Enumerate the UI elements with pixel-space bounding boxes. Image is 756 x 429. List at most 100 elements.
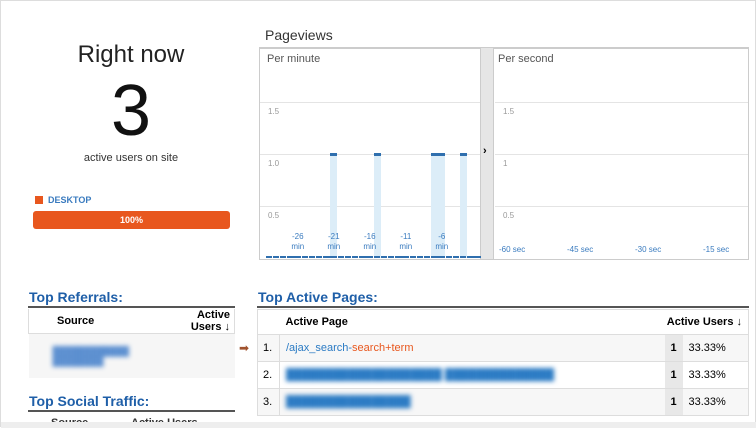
pageviews-chart (259, 47, 749, 260)
pageview-baseline-mark (452, 256, 460, 258)
pageview-baseline-mark (467, 256, 474, 258)
pageview-baseline-mark (265, 256, 272, 258)
chart-expand-handle[interactable] (480, 48, 494, 259)
per-second-ytick: 1 (503, 159, 508, 168)
pageview-bar-cap (330, 153, 338, 156)
pageview-baseline-mark (409, 256, 416, 258)
per-second-gridline (495, 102, 748, 103)
top-social-title: Top Social Traffic: (29, 393, 150, 409)
pageview-baseline-mark (366, 256, 373, 258)
device-percent-bar: 100% (33, 211, 230, 229)
active-page-header[interactable]: Active Page (285, 316, 348, 328)
per-second-gridline (495, 154, 748, 155)
users-percent: 33.33% (688, 396, 726, 408)
pageview-baseline-mark (380, 256, 388, 258)
top-pages-title: Top Active Pages: (258, 289, 378, 305)
per-minute-xtick: -16 min (358, 232, 382, 252)
pageview-baseline-mark (431, 256, 438, 258)
xtick-value: -21 (328, 232, 340, 241)
pageview-baseline-mark (308, 256, 316, 258)
page-path[interactable]: /ajax_search- (286, 342, 353, 354)
pageview-baseline-mark (416, 256, 424, 258)
active-users-header[interactable]: Active Users ↓ (190, 309, 230, 333)
pageview-baseline-mark (279, 256, 287, 258)
active-page-link[interactable]: /ajax_search-search+term (280, 335, 665, 362)
arrow-right-icon: ➡ (239, 341, 250, 355)
per-minute-gridline (260, 102, 480, 103)
per-second-ytick: 0.5 (503, 211, 515, 220)
pageview-baseline-mark (359, 256, 366, 258)
top-referrals-title: Top Referrals: (29, 289, 123, 305)
per-second-xtick: -60 sec (499, 245, 526, 254)
table-row: 2. ████████████████████ ██████████████ 1… (257, 361, 749, 389)
pageview-baseline-mark (351, 256, 359, 258)
per-minute-title: Per minute (267, 53, 321, 65)
pageview-baseline-mark (387, 256, 395, 258)
per-second-title: Per second (498, 53, 554, 65)
xtick-unit: min (435, 242, 449, 251)
active-users-count: 3 (110, 71, 152, 151)
page-search-term[interactable]: search+term (352, 342, 414, 354)
page-path[interactable]: ████████████████████ ██████████████ (286, 369, 555, 381)
per-minute-gridline (260, 154, 480, 155)
per-second-gridline (495, 206, 748, 207)
device-label: DESKTOP (48, 195, 92, 205)
pageview-bar-cap (459, 153, 467, 156)
pageview-baseline-mark (330, 256, 337, 258)
per-minute-ytick: 0.5 (268, 211, 280, 220)
xtick-unit: min (399, 242, 413, 251)
pageview-baseline-mark (323, 256, 330, 258)
row-number: 3. (257, 388, 280, 416)
pageview-bar (431, 154, 439, 258)
source-header[interactable]: Source (57, 315, 95, 327)
pageview-baseline-mark (272, 256, 280, 258)
page-path[interactable]: ████████████████ (286, 396, 411, 408)
pageview-bar-cap (431, 153, 439, 156)
pageview-baseline-mark (395, 256, 402, 258)
xtick-value: -16 (364, 232, 376, 241)
xtick-unit: min (363, 242, 377, 251)
per-minute-ytick: 1.0 (268, 159, 280, 168)
legend-swatch-icon (35, 196, 43, 204)
users-count: 1 (664, 388, 683, 416)
referral-source[interactable]: ████████████ ████████ (52, 345, 130, 366)
pageview-baseline-mark (301, 256, 308, 258)
pageview-baseline-mark (423, 256, 431, 258)
xtick-value: -26 (292, 232, 304, 241)
pageview-baseline-mark (459, 256, 467, 258)
active-page-link[interactable]: ████████████████████ ██████████████ (280, 362, 665, 389)
per-second-ytick: 1.5 (503, 107, 515, 116)
users-count: 1 (664, 334, 683, 362)
users-count: 1 (664, 361, 683, 389)
table-row: 1. /ajax_search-search+term 1 33.33% (257, 334, 749, 362)
active-users-header[interactable]: Active Users ↓ (666, 316, 742, 328)
row-number: 2. (257, 361, 280, 389)
device-legend: DESKTOP (35, 195, 91, 205)
pageview-baseline-mark (294, 256, 301, 258)
xtick-unit: min (327, 242, 341, 251)
active-page-link[interactable]: ████████████████ (280, 389, 665, 416)
per-second-xtick: -30 sec (635, 245, 662, 254)
per-minute-xtick: -11 min (394, 232, 418, 252)
chevron-right-icon[interactable]: › (483, 145, 487, 157)
per-second-xtick: -45 sec (567, 245, 594, 254)
row-number: 1. (257, 334, 280, 362)
pageview-bar (330, 154, 338, 258)
per-minute-ytick: 1.5 (268, 107, 280, 116)
xtick-value: -6 (438, 232, 446, 241)
users-percent: 33.33% (688, 342, 726, 354)
right-now-title: Right now (77, 41, 185, 68)
pageview-bar-cap (373, 153, 381, 156)
users-percent: 33.33% (688, 369, 726, 381)
pageview-baseline-mark (337, 256, 344, 258)
per-minute-xtick: -21 min (322, 232, 346, 252)
table-row: ████████████ ████████ (28, 333, 235, 378)
xtick-value: -11 (400, 232, 412, 241)
pageview-baseline-mark (315, 256, 323, 258)
per-minute-xtick: -6 min (430, 232, 454, 252)
pageview-baseline-mark (344, 256, 352, 258)
per-second-xtick: -15 sec (703, 245, 730, 254)
per-minute-gridline (260, 206, 480, 207)
pageview-bar-cap (438, 153, 446, 156)
pageview-baseline-mark (438, 256, 445, 258)
